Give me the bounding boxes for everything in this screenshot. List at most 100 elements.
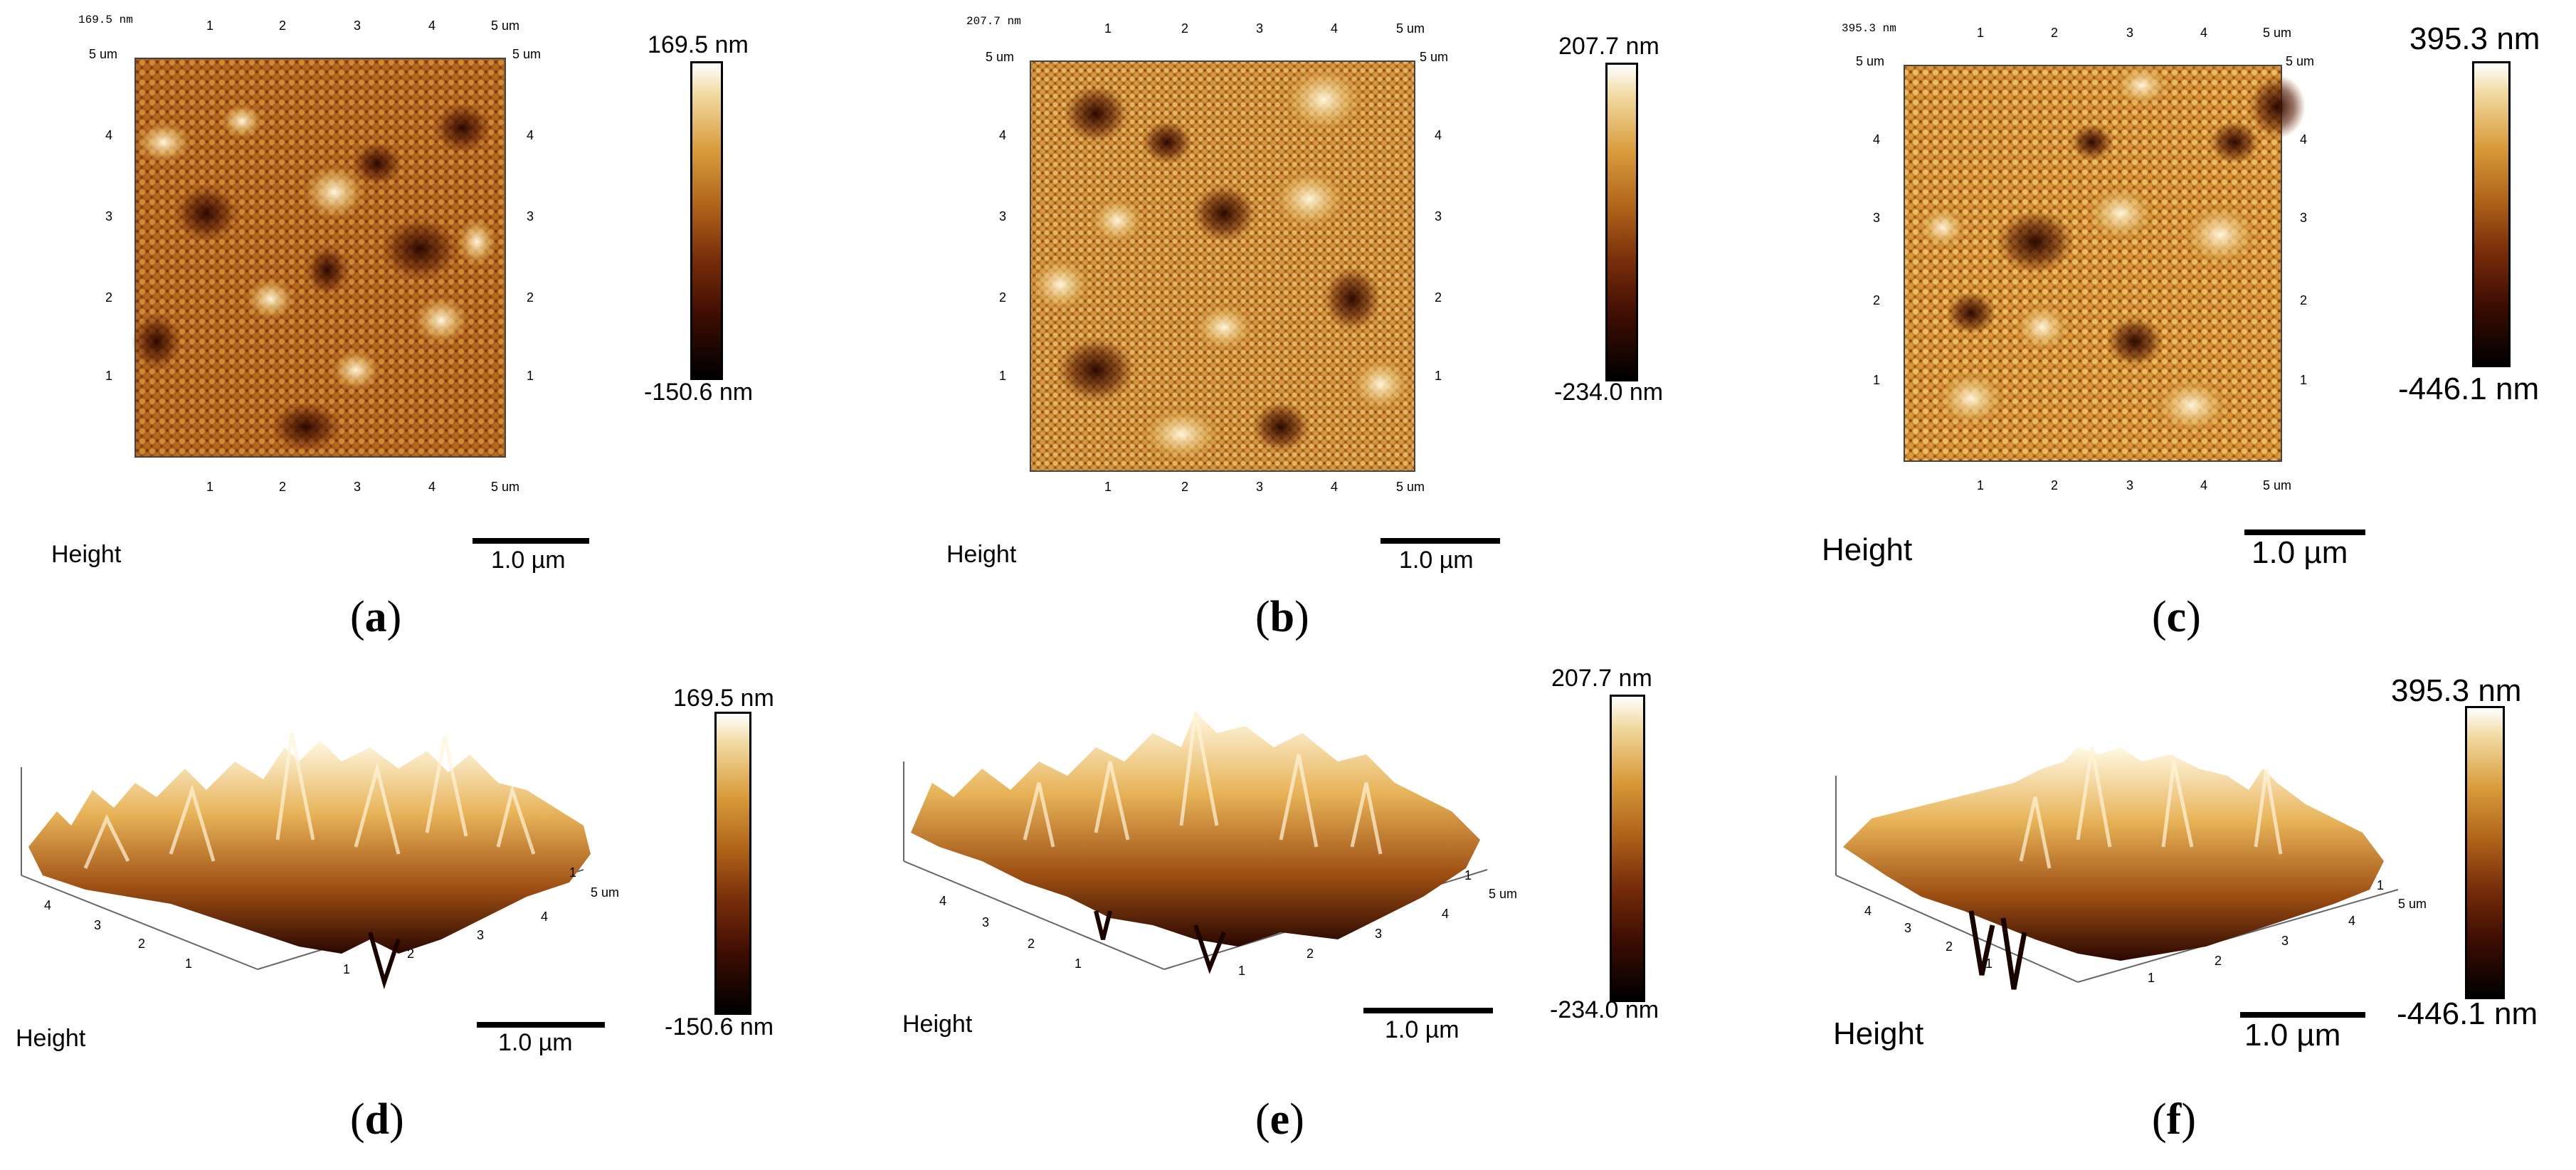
axis-ticks-f: 4 3 2 1 1 2 3 4 5 um 1 xyxy=(1864,878,2427,985)
bottom-tick-3-b: 3 xyxy=(1256,480,1263,494)
left-tick-3-c: 3 xyxy=(1873,211,1880,225)
right-tick-2-e: 2 xyxy=(1307,947,1314,961)
scale-label-d: 1.0 µm xyxy=(498,1029,573,1056)
left-tick-1-b: 1 xyxy=(999,369,1006,383)
bottom-tick-2-a: 2 xyxy=(279,480,286,494)
texture-c xyxy=(1918,64,2306,434)
left-tick-3-a: 3 xyxy=(105,209,112,223)
corner-5um-c: 5 um xyxy=(1856,54,1884,68)
left-tick-4-d: 4 xyxy=(44,898,51,912)
right-tick-2-c: 2 xyxy=(2300,293,2307,307)
right-tick-4-c: 4 xyxy=(2300,132,2307,147)
left-tick-4-a: 4 xyxy=(105,128,112,142)
bottom-tick-1-a: 1 xyxy=(206,480,213,494)
left-tick-2-f: 2 xyxy=(1946,939,1953,954)
top-tick-2-c: 2 xyxy=(2051,26,2058,40)
height-label-f: Height xyxy=(1833,1016,1924,1051)
axis-ticks-e: 4 3 2 1 1 2 3 4 5 um 1 xyxy=(939,868,1517,978)
top-tick-1-c: 1 xyxy=(1977,26,1984,40)
left-tick-2-a: 2 xyxy=(105,290,112,305)
scale-bar-f xyxy=(2240,1012,2365,1018)
left-tick-2-e: 2 xyxy=(1028,937,1035,951)
side-tick-1-e: 1 xyxy=(1464,868,1472,882)
bottom-tick-4-b: 4 xyxy=(1331,480,1338,494)
colorbar-f xyxy=(2465,706,2505,999)
left-tick-2-b: 2 xyxy=(999,290,1006,305)
left-tick-1-c: 1 xyxy=(1873,373,1880,387)
right-tick-4-b: 4 xyxy=(1435,128,1442,142)
bottom-tick-5-a: 5 um xyxy=(491,480,519,494)
top-tick-5-c: 5 um xyxy=(2263,26,2291,40)
afm-3d-plot-f: 4 3 2 1 1 2 3 4 5 um 1 xyxy=(1835,747,2427,990)
surface-e xyxy=(911,712,1480,947)
side-tick-1-d: 1 xyxy=(569,865,576,880)
bottom-tick-4-c: 4 xyxy=(2200,478,2207,492)
side-tick-1-f: 1 xyxy=(2377,878,2384,892)
top-tick-4-a: 4 xyxy=(428,19,436,33)
bottom-tick-2-c: 2 xyxy=(2051,478,2058,492)
height-label-c: Height xyxy=(1822,532,1913,567)
right-tick-3-d: 3 xyxy=(477,928,484,942)
scale-label-c: 1.0 µm xyxy=(2252,535,2348,570)
top-tick-3-b: 3 xyxy=(1256,21,1263,36)
corner-5um-right-a: 5 um xyxy=(512,47,541,61)
afm-2d-plot-a: 169.5 nm 5 um 5 um 1 2 3 4 5 um 1 2 3 4 … xyxy=(78,14,541,494)
right-tick-1-f: 1 xyxy=(2148,971,2155,985)
top-tick-4-c: 4 xyxy=(2200,26,2207,40)
top-tick-1-a: 1 xyxy=(206,19,213,33)
colorbar-d xyxy=(714,712,751,1015)
left-tick-3-e: 3 xyxy=(982,915,989,929)
left-tick-1-d: 1 xyxy=(185,956,192,971)
right-tick-3-e: 3 xyxy=(1375,927,1382,941)
afm-3d-plot-e: 4 3 2 1 1 2 3 4 5 um 1 xyxy=(903,711,1517,978)
scale-label-a: 1.0 µm xyxy=(491,547,566,574)
right-tick-3-a: 3 xyxy=(527,209,534,223)
height-label-e: Height xyxy=(902,1011,973,1038)
right-tick-5-e: 5 um xyxy=(1489,887,1517,901)
height-label-a: Height xyxy=(51,541,122,568)
right-tick-4-a: 4 xyxy=(527,128,534,142)
axis-ticks-a: 169.5 nm 5 um 5 um 1 2 3 4 5 um 1 2 3 4 … xyxy=(78,14,541,494)
caption-f: (f) xyxy=(2152,1095,2196,1144)
surface-d xyxy=(28,740,591,954)
scale-label-e: 1.0 µm xyxy=(1385,1016,1459,1043)
texture-a xyxy=(132,103,497,452)
right-tick-3-c: 3 xyxy=(2300,211,2307,225)
bottom-tick-1-b: 1 xyxy=(1104,480,1112,494)
right-tick-3-b: 3 xyxy=(1435,209,1442,223)
right-tick-4-d: 4 xyxy=(541,910,548,924)
axis-ticks-d: 4 3 2 1 1 2 3 4 5 um 1 xyxy=(44,865,619,976)
scale-label-f: 1.0 µm xyxy=(2244,1018,2341,1053)
right-tick-1-b: 1 xyxy=(1435,369,1442,383)
colorbar-min-e: -234.0 nm xyxy=(1550,996,1659,1023)
left-tick-2-c: 2 xyxy=(1873,293,1880,307)
scale-bar-e xyxy=(1363,1008,1493,1013)
top-tick-4-b: 4 xyxy=(1331,21,1338,36)
corner-top-label-a: 169.5 nm xyxy=(78,14,133,26)
axis-ticks-c: 395.3 nm 5 um 5 um 1 2 3 4 5 um 1 2 3 4 … xyxy=(1842,22,2314,492)
left-tick-4-b: 4 xyxy=(999,128,1006,142)
left-tick-3-f: 3 xyxy=(1904,921,1911,935)
scale-bar-d xyxy=(477,1022,605,1028)
colorbar-min-c: -446.1 nm xyxy=(2398,371,2540,406)
bottom-tick-4-a: 4 xyxy=(428,480,436,494)
left-tick-1-e: 1 xyxy=(1075,956,1082,971)
corner-5um-right-c: 5 um xyxy=(2286,54,2314,68)
colorbar-max-a: 169.5 nm xyxy=(648,31,749,58)
colorbar-min-d: -150.6 nm xyxy=(665,1013,774,1040)
colorbar-min-b: -234.0 nm xyxy=(1554,379,1664,406)
right-tick-1-e: 1 xyxy=(1238,964,1245,978)
afm-2d-plot-b: 207.7 nm 5 um 5 um 1 2 3 4 5 um 1 2 3 4 … xyxy=(966,15,1448,494)
scale-bar-c xyxy=(2244,529,2365,535)
left-tick-2-d: 2 xyxy=(138,937,145,951)
scale-label-b: 1.0 µm xyxy=(1399,547,1474,574)
top-tick-3-c: 3 xyxy=(2126,26,2133,40)
right-tick-5-d: 5 um xyxy=(591,885,619,900)
right-tick-1-c: 1 xyxy=(2300,373,2307,387)
top-tick-2-b: 2 xyxy=(1181,21,1188,36)
right-tick-2-f: 2 xyxy=(2215,954,2222,968)
top-tick-5-b: 5 um xyxy=(1396,21,1425,36)
top-tick-2-a: 2 xyxy=(279,19,286,33)
right-tick-1-d: 1 xyxy=(343,962,350,976)
colorbar-max-e: 207.7 nm xyxy=(1551,665,1652,692)
